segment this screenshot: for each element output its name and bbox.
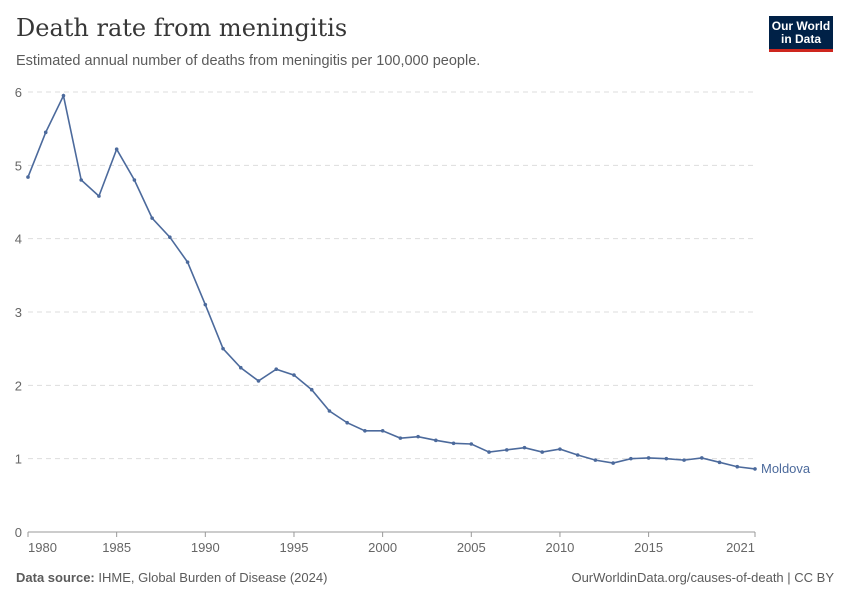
data-point xyxy=(327,409,332,413)
data-point xyxy=(700,456,704,460)
x-tick-label: 2021 xyxy=(726,540,755,555)
data-point xyxy=(593,458,598,462)
data-point xyxy=(185,260,190,264)
x-tick-label: 2005 xyxy=(457,540,486,555)
data-point xyxy=(79,178,83,182)
data-point xyxy=(345,420,349,425)
y-tick-label: 4 xyxy=(15,232,22,247)
data-point xyxy=(398,436,403,440)
data-point xyxy=(97,194,101,198)
source-label: Data source: xyxy=(16,570,95,585)
x-tick-label: 1995 xyxy=(280,540,309,555)
chart-title: Death rate from meningitis xyxy=(16,14,348,42)
data-point xyxy=(469,442,474,446)
data-point xyxy=(380,429,385,433)
data-point xyxy=(309,387,314,392)
data-point xyxy=(717,460,722,465)
chart-subtitle: Estimated annual number of deaths from m… xyxy=(16,53,481,69)
x-tick-label: 1985 xyxy=(102,540,131,555)
data-point xyxy=(203,302,208,307)
data-point xyxy=(256,379,261,383)
data-point xyxy=(363,429,367,433)
data-point xyxy=(114,147,119,151)
data-source: Data source: IHME, Global Burden of Dise… xyxy=(16,570,327,585)
data-point xyxy=(221,346,225,351)
data-point xyxy=(434,438,438,443)
data-point xyxy=(646,456,651,460)
data-point xyxy=(575,453,580,457)
data-point xyxy=(26,175,30,179)
data-point xyxy=(168,235,172,239)
y-tick-label: 3 xyxy=(15,305,22,320)
data-point xyxy=(150,216,154,220)
owid-logo[interactable]: Our World in Data xyxy=(769,16,833,52)
data-point xyxy=(292,373,296,377)
footer-link[interactable]: OurWorldinData.org/causes-of-death | CC … xyxy=(571,570,834,585)
x-tick-label: 2015 xyxy=(634,540,663,555)
source-link[interactable]: IHME, Global Burden of Disease (2024) xyxy=(98,570,328,585)
data-point xyxy=(416,434,420,439)
data-point xyxy=(735,464,740,469)
data-point xyxy=(558,447,562,451)
y-tick-label: 2 xyxy=(15,378,22,393)
series-line-moldova xyxy=(27,93,756,470)
data-point xyxy=(540,450,545,454)
data-point xyxy=(611,461,615,465)
y-tick-label: 6 xyxy=(15,85,22,100)
data-point xyxy=(61,93,66,98)
y-tick-label: 5 xyxy=(15,158,22,173)
series-label: Moldova xyxy=(761,461,811,476)
data-point xyxy=(487,450,491,454)
y-tick-label: 0 xyxy=(15,525,22,540)
data-point xyxy=(43,130,48,135)
data-point xyxy=(132,178,137,182)
data-point xyxy=(522,445,527,450)
x-tick-label: 2000 xyxy=(368,540,397,555)
data-point xyxy=(238,365,243,370)
data-point xyxy=(274,367,279,372)
x-tick-label: 1990 xyxy=(191,540,220,555)
x-tick-label: 2010 xyxy=(545,540,574,555)
data-point xyxy=(504,448,509,452)
data-point xyxy=(753,467,757,471)
data-point xyxy=(451,441,456,446)
data-point xyxy=(629,456,633,461)
data-point xyxy=(664,456,669,461)
y-tick-label: 1 xyxy=(15,452,22,467)
x-tick-label: 1980 xyxy=(28,540,57,555)
data-point xyxy=(682,458,686,462)
